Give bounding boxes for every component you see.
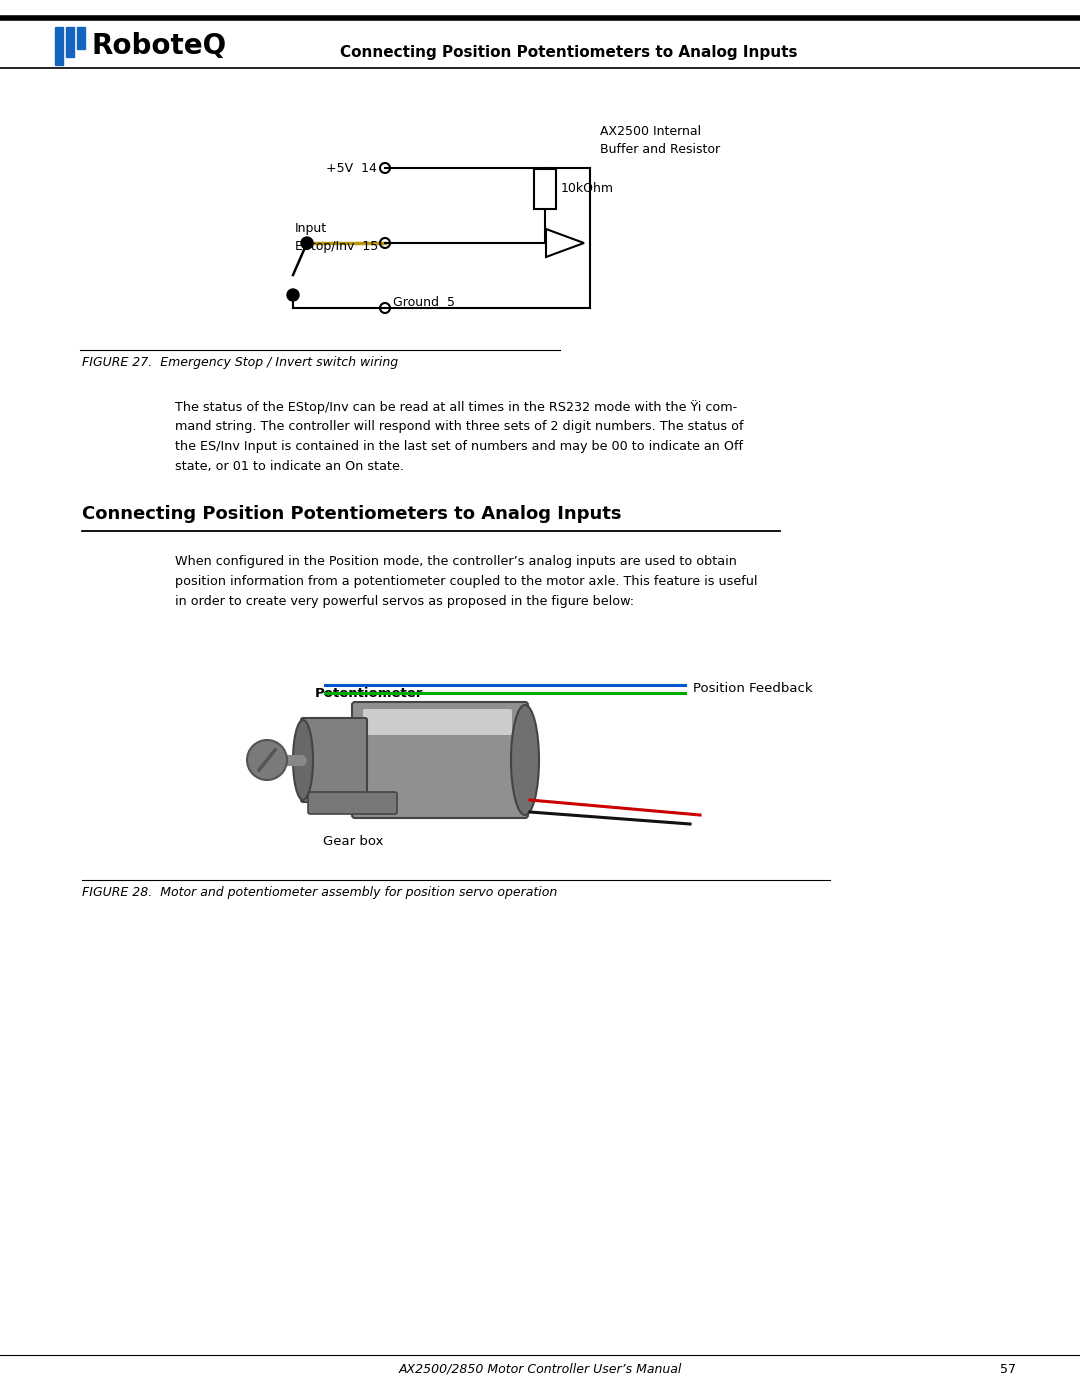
FancyBboxPatch shape	[301, 718, 367, 802]
Text: AX2500/2850 Motor Controller User’s Manual: AX2500/2850 Motor Controller User’s Manu…	[399, 1363, 681, 1376]
Circle shape	[287, 289, 299, 300]
Text: mand string. The controller will respond with three sets of 2 digit numbers. The: mand string. The controller will respond…	[175, 420, 743, 433]
Circle shape	[301, 237, 313, 249]
Text: The status of the EStop/Inv can be read at all times in the RS232 mode with the : The status of the EStop/Inv can be read …	[175, 400, 738, 414]
Text: Position Feedback: Position Feedback	[693, 683, 812, 696]
Circle shape	[247, 740, 287, 780]
Text: in order to create very powerful servos as proposed in the figure below:: in order to create very powerful servos …	[175, 595, 634, 608]
Text: AX2500 Internal
Buffer and Resistor: AX2500 Internal Buffer and Resistor	[600, 124, 720, 156]
Text: Connecting Position Potentiometers to Analog Inputs: Connecting Position Potentiometers to An…	[340, 45, 797, 60]
Text: the ES/Inv Input is contained in the last set of numbers and may be 00 to indica: the ES/Inv Input is contained in the las…	[175, 440, 743, 453]
Text: 10kOhm: 10kOhm	[561, 183, 615, 196]
Text: RoboteQ: RoboteQ	[92, 32, 227, 60]
Text: Connecting Position Potentiometers to Analog Inputs: Connecting Position Potentiometers to An…	[82, 504, 621, 522]
Polygon shape	[546, 229, 584, 257]
Text: state, or 01 to indicate an On state.: state, or 01 to indicate an On state.	[175, 460, 404, 474]
Text: FIGURE 27.  Emergency Stop / Invert switch wiring: FIGURE 27. Emergency Stop / Invert switc…	[82, 356, 399, 369]
Text: FIGURE 28.  Motor and potentiometer assembly for position servo operation: FIGURE 28. Motor and potentiometer assem…	[82, 886, 557, 900]
Bar	[55, 27, 63, 66]
FancyBboxPatch shape	[352, 703, 528, 819]
Bar	[77, 27, 85, 49]
Text: Ground  5: Ground 5	[393, 296, 455, 309]
FancyBboxPatch shape	[308, 792, 397, 814]
Ellipse shape	[293, 719, 313, 800]
Text: position information from a potentiometer coupled to the motor axle. This featur: position information from a potentiomete…	[175, 576, 757, 588]
Text: Potentiometer: Potentiometer	[315, 687, 423, 700]
Text: When configured in the Position mode, the controller’s analog inputs are used to: When configured in the Position mode, th…	[175, 555, 737, 569]
FancyBboxPatch shape	[363, 710, 512, 735]
Text: Gear box: Gear box	[323, 835, 383, 848]
Bar	[534, 169, 556, 210]
Ellipse shape	[511, 705, 539, 814]
Text: +5V  14: +5V 14	[326, 162, 377, 175]
Bar	[66, 27, 75, 57]
Text: 57: 57	[1000, 1363, 1016, 1376]
Text: Input
EStop/Inv  15: Input EStop/Inv 15	[295, 222, 378, 253]
